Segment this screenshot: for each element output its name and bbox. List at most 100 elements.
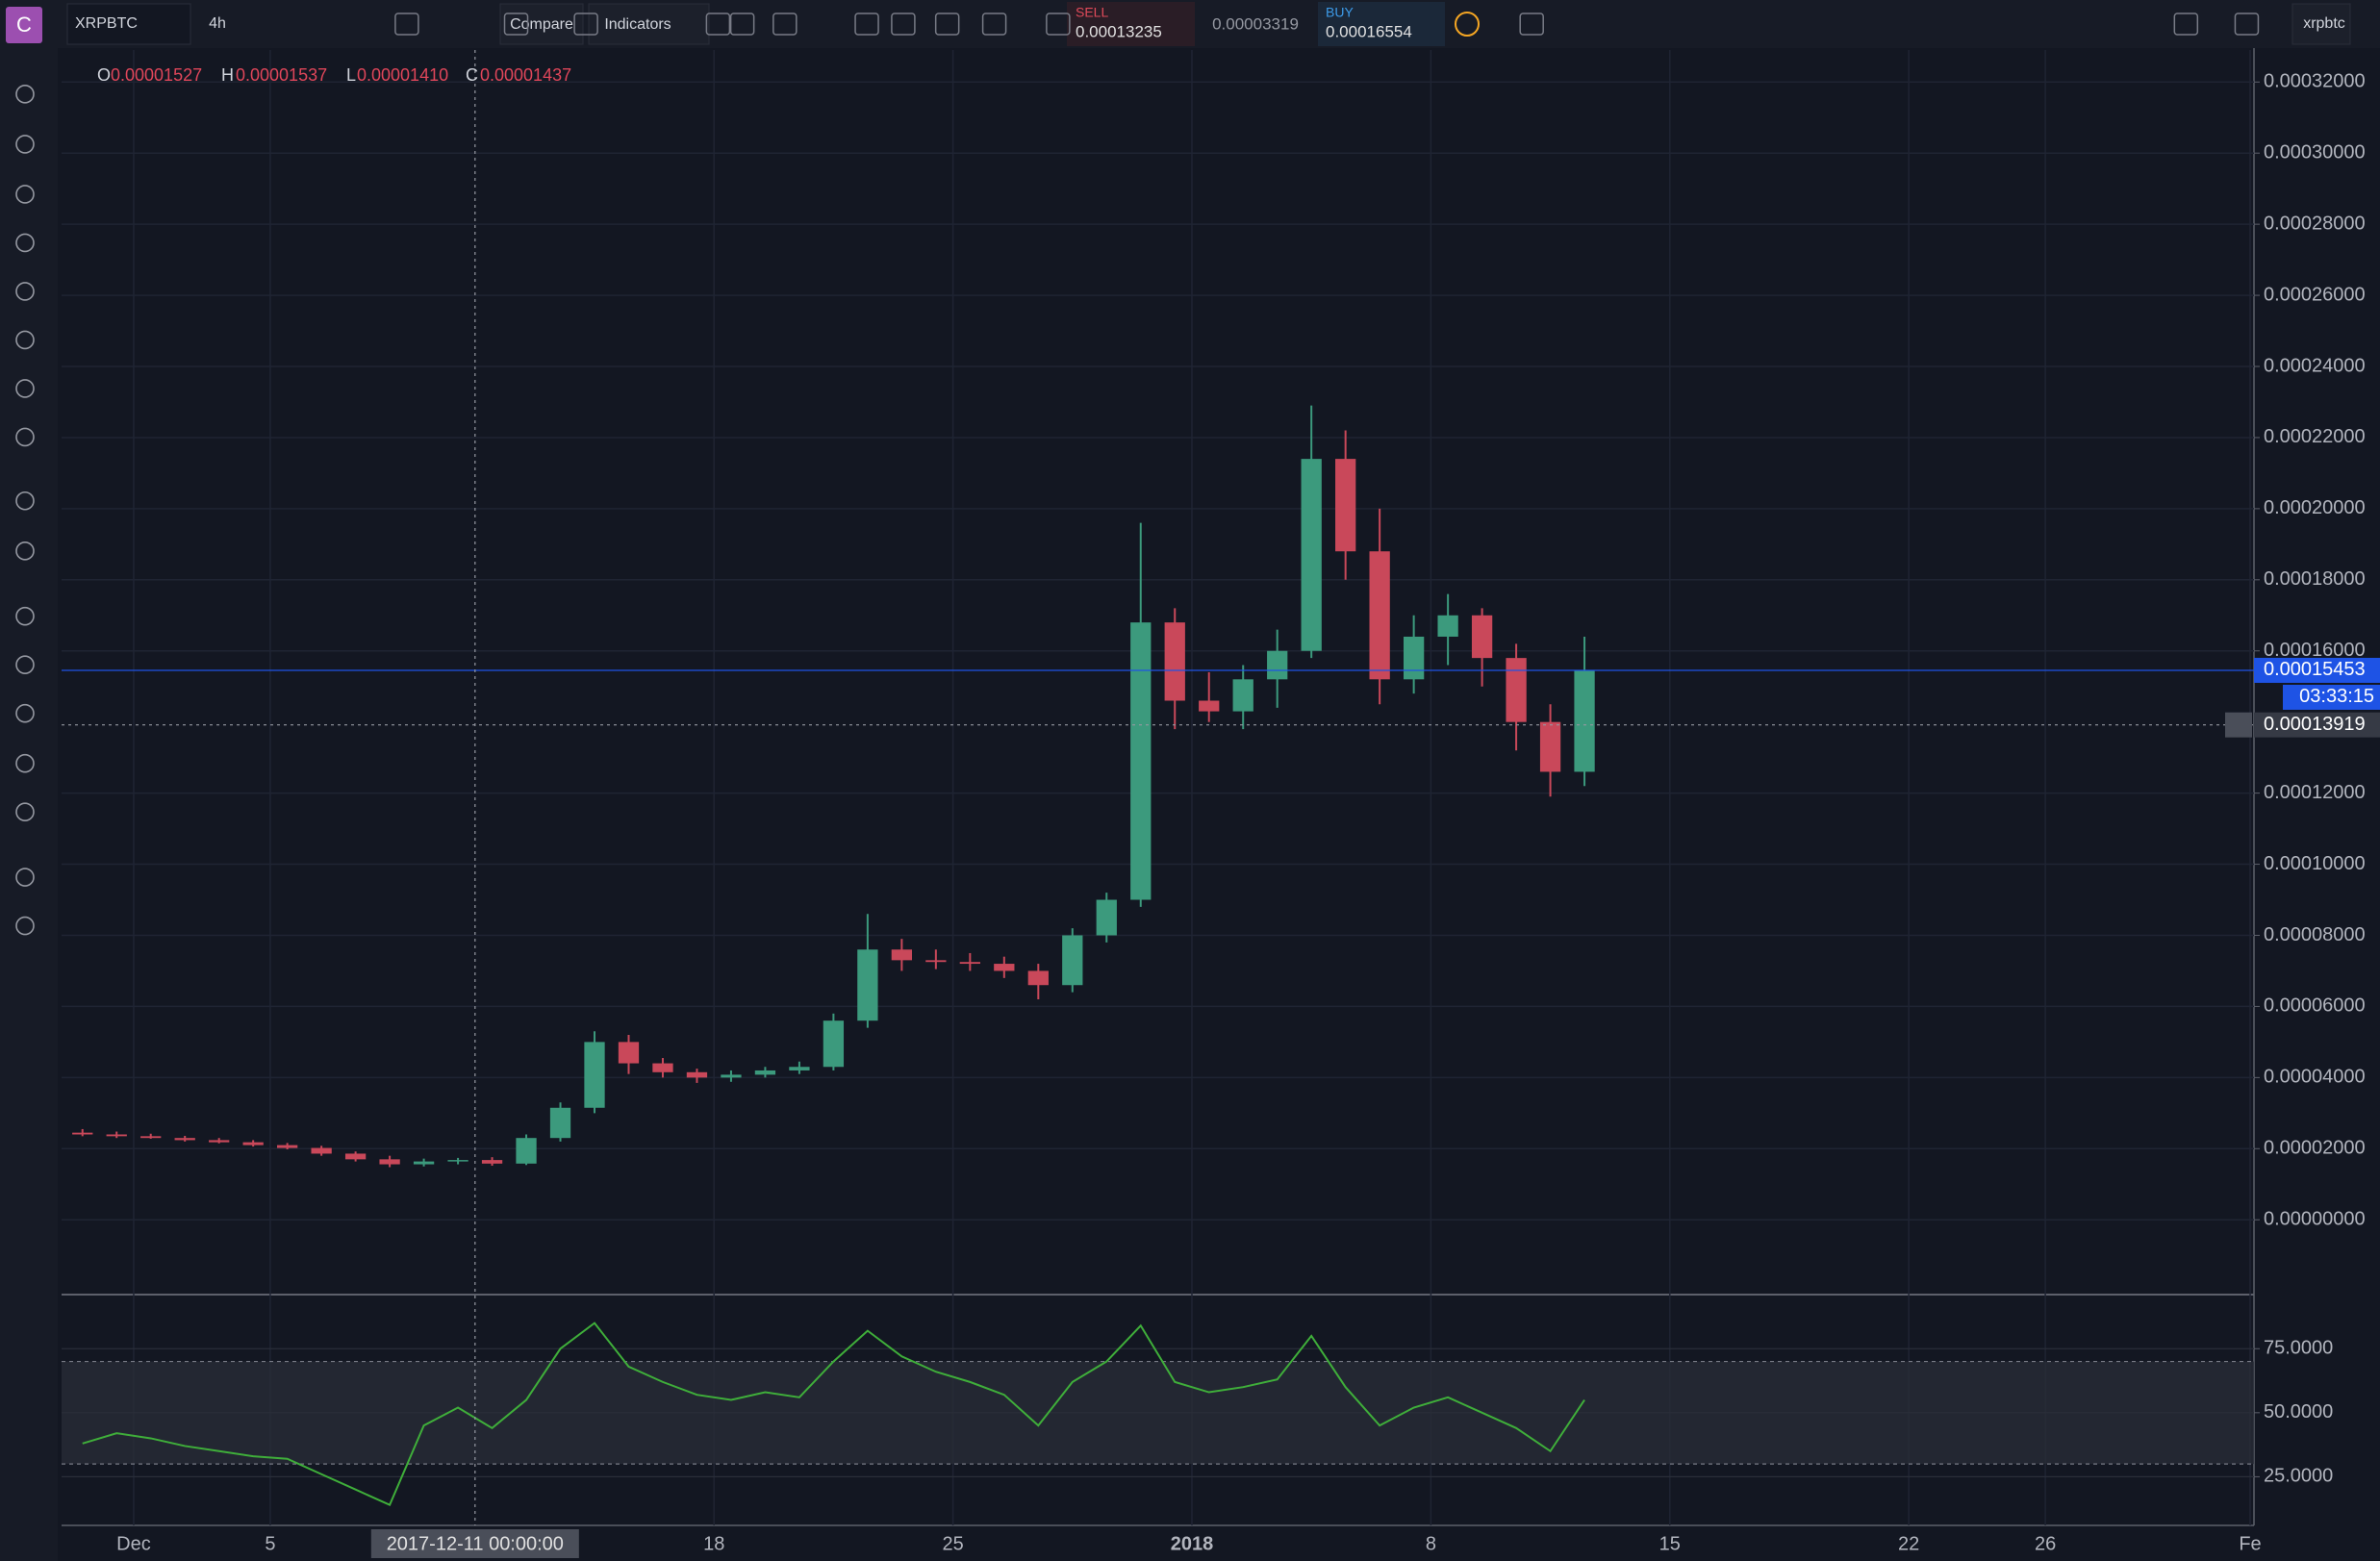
candle-body [1027,970,1049,986]
candle-body [277,1145,298,1148]
x-tick-label: 2018 [1171,1533,1214,1554]
y-tick-label: 0.00024000 [2264,355,2366,376]
tool-icon[interactable] [15,606,35,626]
symbol[interactable]: XRPBTC [75,15,138,32]
tool-icon[interactable] [15,233,35,253]
countdown-box [2283,684,2380,710]
candle-body [481,1160,503,1164]
crosshair-plus[interactable] [2225,712,2252,738]
candle-body [925,960,947,963]
toolbar-icon[interactable] [2234,13,2260,36]
tool-icon[interactable] [15,491,35,511]
tool-icon[interactable] [15,427,35,447]
last-price-label: 0.00015453 [2264,659,2366,680]
candle-body [106,1134,127,1137]
tool-icon[interactable] [15,802,35,822]
x-tick-label: 22 [1898,1533,1919,1554]
candle-body [1062,935,1083,986]
candle-body [447,1160,468,1162]
tool-icon[interactable] [15,541,35,561]
crosshair-time-label: 2017-12-11 00:00:00 [387,1533,564,1554]
x-tick-label: 18 [703,1533,724,1554]
candle-body [754,1070,776,1075]
candle-body [1096,899,1117,936]
toolbar-icon[interactable] [705,13,731,36]
y-tick-label: 0.00026000 [2264,284,2366,305]
y-tick-label: 0.00020000 [2264,497,2366,518]
y-tick-label: 0.00016000 [2264,640,2366,661]
candle-body [140,1136,162,1139]
y-tick-label: 0.00012000 [2264,782,2366,803]
candle-body [823,1020,845,1068]
tool-icon[interactable] [15,868,35,887]
tool-icon[interactable] [15,753,35,773]
rsi-tick-label: 50.0000 [2264,1401,2333,1423]
low-label: L [346,65,356,85]
candle-body [549,1107,571,1139]
candle-body [174,1138,195,1141]
account[interactable]: xrpbtc [2303,15,2345,32]
tool-icon[interactable] [15,916,35,936]
y-tick-label: 0.00008000 [2264,924,2366,945]
close-value: 0.00001437 [480,65,571,85]
tool-icon[interactable] [15,135,35,154]
x-tick-label: 5 [265,1533,275,1554]
toolbar-icon[interactable] [1046,13,1071,36]
info-icon[interactable] [1455,12,1480,37]
candle-body [311,1147,332,1154]
toolbar-icon[interactable] [854,13,879,36]
toolbar-icon[interactable] [729,13,755,36]
buy-price: 0.00016554 [1326,22,1412,40]
logo[interactable] [6,7,42,43]
toolbar-icon[interactable] [573,13,598,36]
indicators-button[interactable] [588,3,710,45]
interval[interactable]: 4h [209,15,226,32]
account-box[interactable] [2291,3,2351,45]
last-price-box [2254,657,2380,683]
tool-icon[interactable] [15,282,35,301]
candle-body [72,1132,93,1135]
tool-icon[interactable] [15,185,35,204]
crosshair-price-label: 0.00013919 [2264,714,2366,735]
tool-icon[interactable] [15,703,35,723]
candle-body [1403,636,1425,680]
candle-body [1130,622,1152,900]
x-tick-label: Dec [116,1533,151,1554]
symbol-box[interactable] [66,3,191,45]
tool-icon[interactable] [15,85,35,104]
open-value: 0.00001527 [111,65,202,85]
candle-body [1437,615,1458,637]
toolbar-icon[interactable] [981,13,1007,36]
compare-button[interactable] [499,3,584,45]
sell-box[interactable] [1067,2,1195,46]
y-tick-label: 0.00022000 [2264,426,2366,447]
y-tick-label: 0.00010000 [2264,853,2366,874]
toolbar-icon[interactable] [2173,13,2199,36]
rsi-tick-label: 25.0000 [2264,1466,2333,1487]
y-tick-label: 0.00032000 [2264,71,2366,92]
tool-icon[interactable] [15,655,35,674]
candle-body [959,962,980,965]
toolbar-icon[interactable] [503,13,529,36]
candle-body [652,1063,673,1072]
spread: 0.00003319 [1212,14,1299,33]
buy-box[interactable] [1318,2,1445,46]
candle-body [686,1071,708,1078]
tool-icon[interactable] [15,379,35,398]
buy-label: BUY [1326,5,1354,20]
toolbar-icon[interactable] [772,13,798,36]
open-label: O [97,65,111,85]
candle-body [1164,622,1185,701]
candle-body [584,1042,605,1108]
x-tick-label: 26 [2035,1533,2056,1554]
tool-icon[interactable] [15,330,35,350]
x-tick-label: 25 [942,1533,963,1554]
indicators[interactable]: Indicators [604,16,671,33]
toolbar-icon[interactable] [891,13,916,36]
toolbar-icon[interactable] [934,13,960,36]
toolbar-icon[interactable] [1519,13,1544,36]
toolbar-icon[interactable] [394,13,419,36]
compare[interactable]: Compare [510,16,573,33]
